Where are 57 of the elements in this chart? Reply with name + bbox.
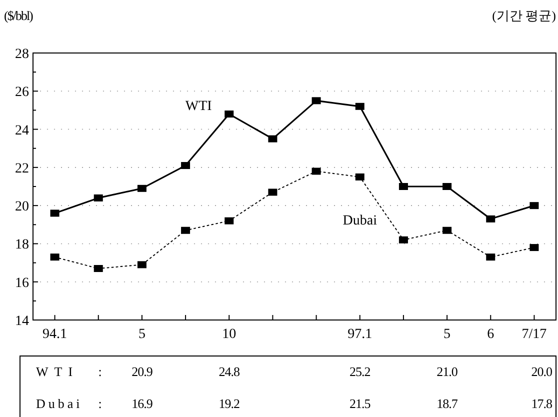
point <box>268 135 278 142</box>
point <box>312 168 321 175</box>
x-tick-label: 6 <box>487 327 494 342</box>
point <box>181 226 190 234</box>
point <box>224 110 234 118</box>
point <box>268 188 278 196</box>
y-axis-title: ($/bbl) <box>4 8 34 23</box>
point <box>398 236 408 244</box>
point <box>486 215 496 222</box>
data-label: 24.8 <box>218 364 240 379</box>
point <box>94 194 103 202</box>
point <box>398 183 408 190</box>
y-tick-label: 20 <box>15 200 29 215</box>
point <box>137 261 146 268</box>
series-label: Dubai <box>342 214 378 229</box>
text: WTI <box>36 364 79 379</box>
text: Dubai <box>36 396 83 411</box>
chart-subtitle: (기간 평균) <box>492 8 556 23</box>
data-label: 18.7 <box>436 396 458 411</box>
x-tick-label: 10 <box>222 327 236 342</box>
point <box>355 173 364 180</box>
point <box>312 97 321 104</box>
point <box>50 210 60 217</box>
x-tick-label: 94.1 <box>42 327 68 342</box>
point <box>137 184 146 192</box>
text: : <box>98 396 102 411</box>
data-label: 25.2 <box>350 364 370 379</box>
point <box>355 102 364 110</box>
point <box>50 254 60 261</box>
data-label: 20.0 <box>531 364 552 379</box>
point <box>94 265 103 272</box>
y-tick-label: 14 <box>15 314 29 329</box>
series-label: WTI <box>185 99 212 114</box>
y-tick-label: 22 <box>15 161 29 176</box>
point <box>442 183 452 190</box>
point <box>442 226 452 234</box>
text: : <box>98 364 102 379</box>
data-label: 21.5 <box>350 396 370 411</box>
data-label: 17.8 <box>531 396 552 411</box>
y-tick-label: 28 <box>15 47 29 62</box>
point <box>181 162 190 170</box>
x-tick-label: 5 <box>138 327 146 342</box>
y-tick-label: 24 <box>15 123 29 138</box>
data-label: 16.9 <box>132 396 152 411</box>
point <box>530 202 539 210</box>
y-tick-label: 26 <box>15 85 29 100</box>
data-label: 21.0 <box>436 364 458 379</box>
data-label: 19.2 <box>218 396 240 411</box>
x-tick-label: 7/17 <box>522 327 547 342</box>
y-tick-label: 16 <box>15 276 29 291</box>
x-tick-label: 5 <box>444 327 451 342</box>
point <box>486 254 496 261</box>
point <box>530 244 539 252</box>
data-label: 20.9 <box>132 364 152 379</box>
y-tick-label: 18 <box>15 238 29 253</box>
point <box>224 217 234 224</box>
x-tick-label: 97.1 <box>348 327 372 342</box>
